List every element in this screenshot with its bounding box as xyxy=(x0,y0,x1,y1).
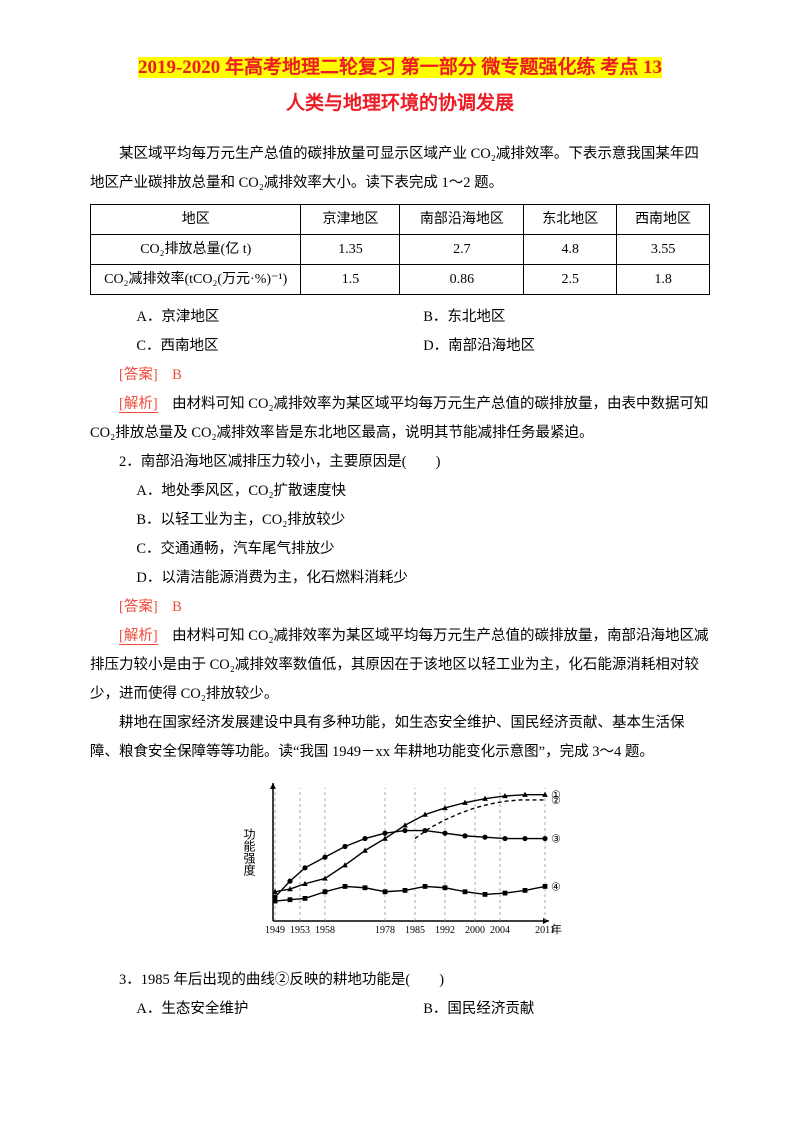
explanation-text: 由材料可知 CO₂减排效率为某区域平均每万元生产总值的碳排放量，由表中数据可知 … xyxy=(90,396,709,441)
title-block: 2019-2020 年高考地理二轮复习 第一部分 微专题强化练 考点 13 人类… xyxy=(90,50,710,122)
title-highlight: 2019-2020 年高考地理二轮复习 第一部分 微专题强化练 考点 13 xyxy=(138,57,662,78)
svg-text:1978: 1978 xyxy=(375,925,395,936)
q1-opt-c: C．西南地区 xyxy=(136,332,423,361)
passage-2: 耕地在国家经济发展建设中具有多种功能，如生态安全维护、国民经济贡献、基本生活保障… xyxy=(90,709,710,767)
cell: 2.5 xyxy=(524,265,617,295)
explanation-text: 由材料可知 CO₂减排效率为某区域平均每万元生产总值的碳排放量，南部沿海地区减排… xyxy=(90,628,709,702)
svg-text:2004: 2004 xyxy=(490,925,510,936)
option-row: C．西南地区 D．南部沿海地区 xyxy=(136,332,710,361)
title-line-1: 2019-2020 年高考地理二轮复习 第一部分 微专题强化练 考点 13 xyxy=(90,50,710,86)
q2-opt-b: B．以轻工业为主，CO₂排放较少 xyxy=(136,506,710,535)
data-table: 地区 京津地区 南部沿海地区 东北地区 西南地区 CO₂排放总量(亿 t) 1.… xyxy=(90,204,710,295)
q2-opt-d: D．以清洁能源消费为主，化石燃料消耗少 xyxy=(136,564,710,593)
row-label-efficiency: CO₂减排效率(tCO₂(万元·%)⁻¹) xyxy=(91,265,301,295)
table-row: 地区 京津地区 南部沿海地区 东北地区 西南地区 xyxy=(91,205,710,235)
page: 2019-2020 年高考地理二轮复习 第一部分 微专题强化练 考点 13 人类… xyxy=(0,0,800,1132)
cell: 4.8 xyxy=(524,235,617,265)
cell: 2.7 xyxy=(400,235,524,265)
svg-text:1949: 1949 xyxy=(265,925,285,936)
svg-text:功能强度: 功能强度 xyxy=(242,828,256,876)
th-jingjin: 京津地区 xyxy=(301,205,400,235)
th-south: 南部沿海地区 xyxy=(400,205,524,235)
q1-options: A．京津地区 B．东北地区 C．西南地区 D．南部沿海地区 xyxy=(136,303,710,361)
explanation-label: [解析] xyxy=(119,628,158,645)
chart-wrap: 功能强度194919531958197819851992200020042011… xyxy=(90,773,710,964)
cell: 1.8 xyxy=(617,265,710,295)
q1-opt-b: B．东北地区 xyxy=(423,303,710,332)
svg-text:年: 年 xyxy=(551,922,562,936)
q3-opt-b: B．国民经济贡献 xyxy=(423,995,710,1024)
th-northeast: 东北地区 xyxy=(524,205,617,235)
line-chart: 功能强度194919531958197819851992200020042011… xyxy=(235,773,565,953)
q2-options: A．地处季风区，CO₂扩散速度快 B．以轻工业为主，CO₂排放较少 C．交通通畅… xyxy=(136,477,710,593)
intro-paragraph: 某区域平均每万元生产总值的碳排放量可显示区域产业 CO₂减排效率。下表示意我国某… xyxy=(90,140,710,198)
table-row: CO₂减排效率(tCO₂(万元·%)⁻¹) 1.5 0.86 2.5 1.8 xyxy=(91,265,710,295)
svg-text:1953: 1953 xyxy=(290,925,310,936)
svg-text:②: ② xyxy=(551,795,561,807)
q2-answer: [答案] B xyxy=(119,593,710,622)
option-row: A．生态安全维护 B．国民经济贡献 xyxy=(136,995,710,1024)
q1-answer: [答案] B xyxy=(119,361,710,390)
q2-explanation: [解析] 由材料可知 CO₂减排效率为某区域平均每万元生产总值的碳排放量，南部沿… xyxy=(90,622,710,709)
svg-text:1958: 1958 xyxy=(315,925,335,936)
q2-opt-c: C．交通通畅，汽车尾气排放少 xyxy=(136,535,710,564)
cell: 1.5 xyxy=(301,265,400,295)
q1-opt-d: D．南部沿海地区 xyxy=(423,332,710,361)
q3-options: A．生态安全维护 B．国民经济贡献 xyxy=(136,995,710,1024)
cell: 1.35 xyxy=(301,235,400,265)
row-label-emission: CO₂排放总量(亿 t) xyxy=(91,235,301,265)
th-region: 地区 xyxy=(91,205,301,235)
q1-opt-a: A．京津地区 xyxy=(136,303,423,332)
th-southwest: 西南地区 xyxy=(617,205,710,235)
svg-text:③: ③ xyxy=(551,834,561,846)
svg-text:2000: 2000 xyxy=(465,925,485,936)
svg-text:1985: 1985 xyxy=(405,925,425,936)
svg-text:④: ④ xyxy=(551,882,561,894)
title-line-2: 人类与地理环境的协调发展 xyxy=(90,86,710,122)
option-row: A．京津地区 B．东北地区 xyxy=(136,303,710,332)
cell: 3.55 xyxy=(617,235,710,265)
q2-opt-a: A．地处季风区，CO₂扩散速度快 xyxy=(136,477,710,506)
cell: 0.86 xyxy=(400,265,524,295)
q3-opt-a: A．生态安全维护 xyxy=(136,995,423,1024)
explanation-label: [解析] xyxy=(119,396,158,413)
q2-stem: 2．南部沿海地区减排压力较小，主要原因是( ) xyxy=(90,448,710,477)
q3-stem: 3．1985 年后出现的曲线②反映的耕地功能是( ) xyxy=(90,966,710,995)
svg-text:1992: 1992 xyxy=(435,925,455,936)
q1-explanation: [解析] 由材料可知 CO₂减排效率为某区域平均每万元生产总值的碳排放量，由表中… xyxy=(90,390,710,448)
table-row: CO₂排放总量(亿 t) 1.35 2.7 4.8 3.55 xyxy=(91,235,710,265)
